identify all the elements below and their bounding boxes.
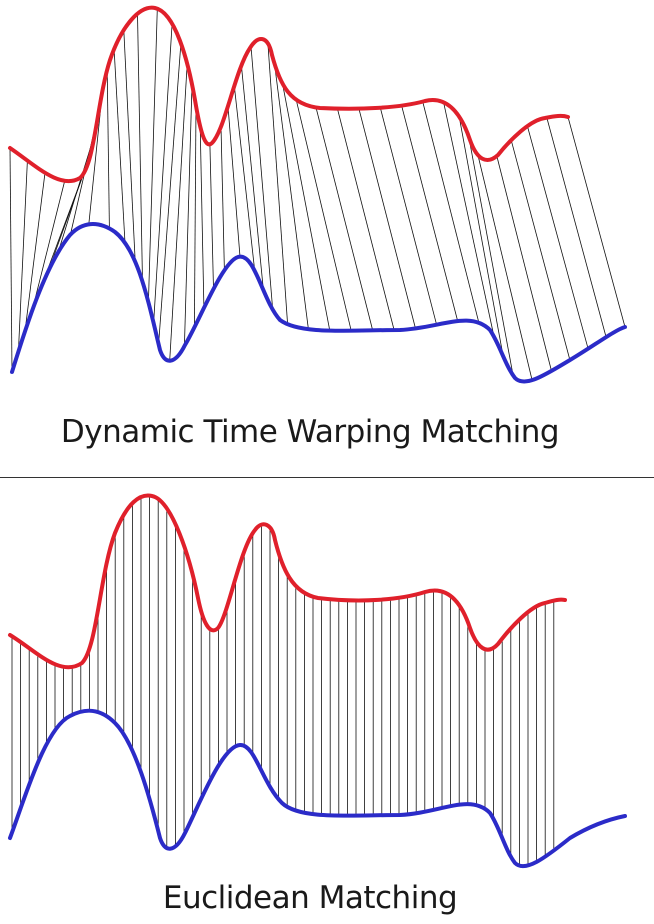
dtw-match-line	[10, 148, 12, 372]
dtw-match-line	[154, 24, 173, 324]
dtw-match-line	[184, 85, 192, 347]
dtw-match-line	[138, 14, 143, 282]
dtw-match-line	[359, 109, 416, 329]
dtw-match-line	[210, 144, 214, 289]
dtw-match-line	[402, 106, 458, 322]
dtw-caption: Dynamic Time Warping Matching	[0, 414, 620, 450]
dtw-match-line	[221, 127, 224, 271]
dtw-match-line	[547, 118, 606, 338]
dtw-match-line	[380, 108, 436, 325]
dtw-match-line	[194, 106, 196, 328]
dtw-match-line	[200, 127, 204, 308]
dtw-match-line	[228, 106, 240, 257]
dtw-match-line	[107, 70, 109, 229]
euclidean-panel: Euclidean Matching	[0, 478, 654, 924]
dtw-panel: Dynamic Time Warping Matching	[0, 0, 654, 478]
dtw-match-line	[283, 84, 330, 331]
dtw-match-line	[568, 117, 625, 327]
dtw-query-curve	[10, 8, 568, 181]
dtw-match-line	[469, 136, 513, 376]
dtw-match-line	[148, 9, 157, 303]
dtw-diagram	[0, 0, 654, 410]
dtw-match-line	[234, 86, 254, 271]
dtw-match-lines	[10, 9, 625, 380]
dtw-reference-curve	[12, 224, 625, 381]
dtw-match-line	[114, 49, 125, 243]
dtw-match-line	[170, 64, 188, 361]
dtw-match-line	[124, 30, 135, 262]
euclidean-match-lines	[12, 496, 554, 866]
dtw-match-line	[337, 109, 394, 330]
euclidean-caption: Euclidean Matching	[0, 880, 620, 916]
euclidean-reference-curve	[10, 711, 625, 867]
euclidean-diagram	[0, 478, 654, 878]
